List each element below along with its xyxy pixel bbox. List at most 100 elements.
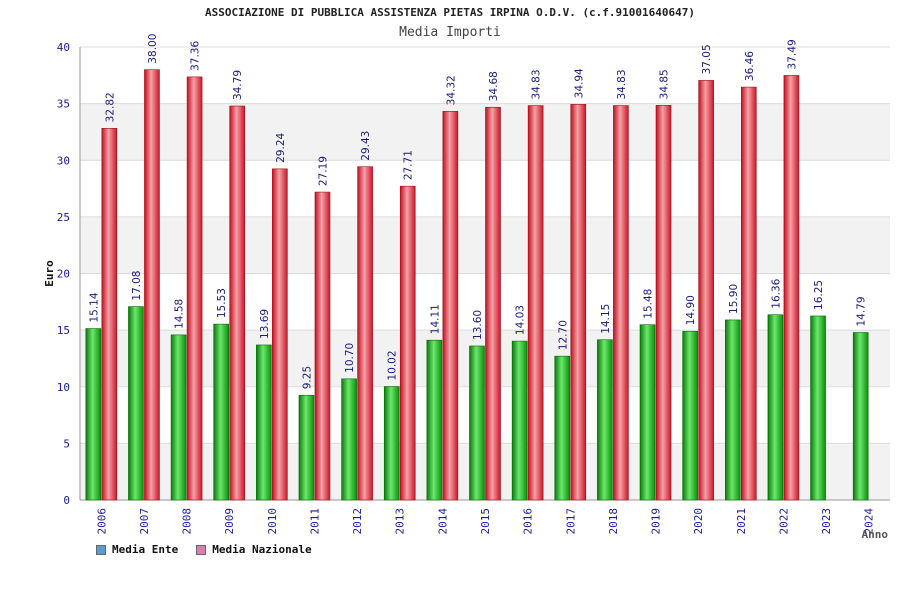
data-label: 34.68 xyxy=(488,71,500,101)
data-label: 15.90 xyxy=(728,284,740,314)
bar-media-ente xyxy=(852,332,869,501)
data-label: 29.43 xyxy=(360,131,372,161)
bar-media-ente xyxy=(170,334,187,501)
data-label: 32.82 xyxy=(104,92,116,122)
data-label: 34.85 xyxy=(659,69,671,99)
legend-label-media-ente: Media Ente xyxy=(112,543,179,556)
x-tick-label: 2024 xyxy=(863,508,876,535)
x-tick-label: 2020 xyxy=(692,508,705,535)
bar-media-ente xyxy=(426,339,443,501)
data-label: 37.05 xyxy=(701,44,713,74)
legend-label-media-nazionale: Media Nazionale xyxy=(212,543,312,556)
data-label: 14.15 xyxy=(600,304,612,334)
legend-swatch-media-nazionale xyxy=(196,544,207,555)
bar-media-ente xyxy=(341,378,357,501)
data-label: 27.19 xyxy=(317,156,329,186)
bar-media-ente xyxy=(554,355,571,501)
y-tick-label: 10 xyxy=(57,381,70,394)
data-label: 15.14 xyxy=(88,292,100,322)
data-label: 14.03 xyxy=(515,305,527,335)
bar-media-nazionale xyxy=(357,166,373,501)
data-label: 34.83 xyxy=(531,69,543,99)
data-label: 14.90 xyxy=(685,295,697,325)
bar-media-nazionale xyxy=(399,185,416,501)
x-tick-label: 2009 xyxy=(223,508,236,535)
data-label: 34.94 xyxy=(573,68,585,98)
bar-media-nazionale xyxy=(144,69,160,501)
bar-media-nazionale xyxy=(314,191,331,501)
y-tick-label: 5 xyxy=(63,437,70,450)
x-tick-label: 2010 xyxy=(266,508,279,535)
data-label: 14.11 xyxy=(429,304,441,334)
x-tick-label: 2011 xyxy=(308,508,321,535)
bar-media-ente xyxy=(469,345,485,501)
bar-media-nazionale xyxy=(698,80,714,501)
bar-media-nazionale xyxy=(186,76,203,501)
bar-media-nazionale xyxy=(740,86,757,501)
data-label: 10.02 xyxy=(387,350,399,380)
bar-media-nazionale xyxy=(229,105,246,501)
data-label: 27.71 xyxy=(403,150,415,180)
x-tick-label: 2012 xyxy=(351,508,364,535)
data-label: 34.83 xyxy=(616,69,628,99)
bar-media-ente xyxy=(724,319,741,501)
y-axis-label: Euro xyxy=(43,260,56,287)
data-label: 12.70 xyxy=(557,320,569,350)
y-tick-label: 25 xyxy=(57,211,70,224)
bar-media-ente xyxy=(682,330,698,501)
bar-media-nazionale xyxy=(527,105,544,501)
bar-media-nazionale xyxy=(485,106,501,501)
data-label: 15.53 xyxy=(216,288,228,318)
bar-media-ente xyxy=(767,314,784,501)
y-tick-label: 0 xyxy=(63,494,70,507)
x-tick-label: 2023 xyxy=(820,508,833,535)
data-label: 9.25 xyxy=(301,366,313,389)
bar-media-ente xyxy=(810,315,826,501)
x-tick-label: 2019 xyxy=(650,508,663,535)
data-label: 13.69 xyxy=(259,309,271,339)
data-label: 37.49 xyxy=(786,39,798,69)
bar-media-ente xyxy=(128,306,144,501)
data-label: 14.58 xyxy=(174,299,186,329)
y-tick-label: 35 xyxy=(57,98,70,111)
x-tick-label: 2018 xyxy=(607,508,620,535)
x-tick-label: 2008 xyxy=(181,508,194,535)
data-label: 14.79 xyxy=(856,296,868,326)
bar-media-ente xyxy=(213,323,230,501)
data-label: 34.32 xyxy=(445,75,457,105)
bar-media-nazionale xyxy=(101,128,118,501)
x-axis-label: Anno xyxy=(862,528,889,541)
data-label: 10.70 xyxy=(344,343,356,373)
data-label: 16.25 xyxy=(813,280,825,310)
x-tick-label: 2016 xyxy=(522,508,535,535)
data-label: 38.00 xyxy=(147,34,159,64)
bar-media-ente xyxy=(85,328,102,501)
data-label: 34.79 xyxy=(232,70,244,100)
x-tick-label: 2022 xyxy=(777,508,790,535)
y-tick-label: 15 xyxy=(57,324,70,337)
chart-subtitle: Media Importi xyxy=(399,25,501,40)
bar-media-ente xyxy=(597,339,613,501)
data-label: 29.24 xyxy=(275,132,287,162)
data-label: 17.08 xyxy=(131,271,143,301)
data-label: 36.46 xyxy=(744,51,756,81)
legend-swatch-media-ente xyxy=(96,544,106,555)
bar-media-nazionale xyxy=(272,168,288,501)
data-label: 37.36 xyxy=(190,41,202,71)
bar-media-ente xyxy=(383,386,400,501)
x-tick-label: 2007 xyxy=(138,508,151,535)
bar-media-ente xyxy=(298,394,315,501)
y-tick-label: 40 xyxy=(57,41,70,54)
x-tick-label: 2013 xyxy=(394,508,407,535)
chart-title: ASSOCIAZIONE DI PUBBLICA ASSISTENZA PIET… xyxy=(204,6,696,19)
data-label: 16.36 xyxy=(770,278,782,308)
legend-item-media-ente: Media Ente xyxy=(96,543,178,556)
y-tick-label: 30 xyxy=(57,154,70,167)
bar-media-ente xyxy=(256,344,272,501)
x-tick-label: 2015 xyxy=(479,508,492,535)
data-label: 13.60 xyxy=(472,310,484,340)
y-tick-label: 20 xyxy=(57,268,70,281)
x-tick-label: 2006 xyxy=(95,508,108,535)
chart-legend: Media Ente Media Nazionale xyxy=(96,543,312,556)
